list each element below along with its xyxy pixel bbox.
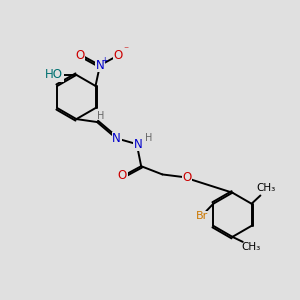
Text: HO: HO	[45, 68, 63, 81]
Text: N: N	[112, 132, 121, 145]
Text: O: O	[118, 169, 127, 182]
Text: ⁻: ⁻	[123, 45, 128, 55]
Text: O: O	[182, 171, 191, 184]
Text: CH₃: CH₃	[256, 183, 275, 194]
Text: H: H	[146, 133, 153, 143]
Text: N: N	[96, 59, 104, 72]
Text: N: N	[134, 138, 142, 151]
Text: H: H	[97, 111, 104, 121]
Text: Br: Br	[196, 212, 208, 221]
Text: O: O	[114, 49, 123, 62]
Text: CH₃: CH₃	[241, 242, 260, 252]
Text: +: +	[101, 56, 107, 65]
Text: O: O	[76, 49, 85, 62]
